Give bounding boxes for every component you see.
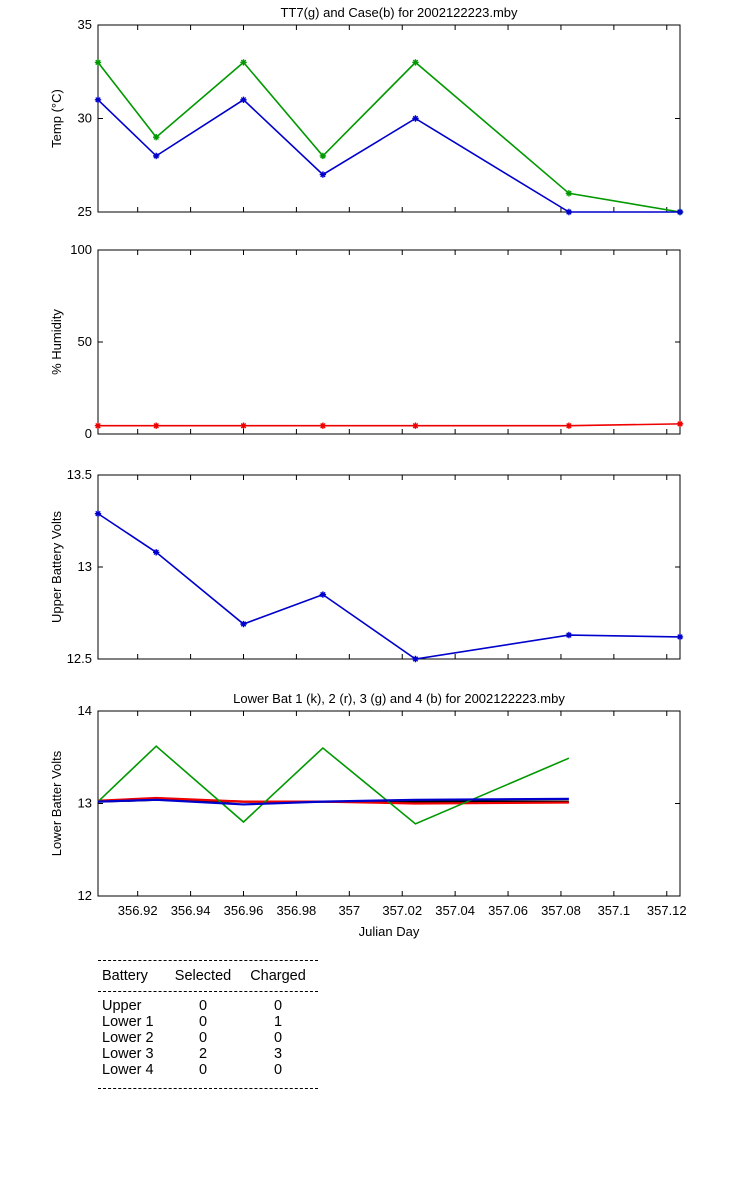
y-axis-label: % Humidity [49,309,64,375]
data-point [153,134,160,141]
y-tick-label: 14 [78,703,92,718]
x-tick-label: 356.92 [118,903,158,918]
x-tick-label: 357.08 [541,903,581,918]
selected-value: 0 [198,1062,208,1078]
table-divider [98,960,318,961]
data-point [94,59,102,66]
battery-status-table: Battery Selected Charged Upper 0 0 Lower… [98,960,318,1089]
plot-frame [97,249,681,435]
y-tick-label: 35 [78,17,92,32]
y-tick-label: 50 [78,334,92,349]
series-line [97,98,680,213]
data-point [153,422,160,429]
table-header-row: Battery Selected Charged [98,961,318,991]
data-point [565,208,573,216]
x-tick-label: 356.94 [171,903,211,918]
y-axis-label: Lower Batter Volts [49,750,64,856]
y-tick-label: 0 [85,426,92,441]
y-tick-label: 13 [78,559,92,574]
y-tick-label: 30 [78,111,92,126]
chart-title: TT7(g) and Case(b) for 2002122223.mby [280,5,518,20]
charts-canvas: 25 30 35 TT7(g) and Case(b) for 2002122223.… [49,5,687,939]
x-tick-label: 357.1 [598,903,631,918]
battery-name: Lower 1 [102,1014,154,1030]
x-tick-label: 356.98 [277,903,317,918]
header-selected: Selected [174,968,232,984]
y-tick-label: 100 [70,242,92,257]
charged-value: 1 [273,1014,283,1030]
series-line [97,512,681,660]
data-point [319,591,327,598]
data-point [240,422,247,429]
data-point [319,422,327,429]
data-point [94,510,102,517]
y-tick-label: 13 [78,796,92,811]
selected-value: 0 [198,1030,208,1046]
chart-title: Lower Bat 1 (k), 2 (r), 3 (g) and 4 (b) … [233,691,565,706]
series-line [97,797,569,806]
charged-value: 3 [273,1046,283,1062]
y-tick-label: 12 [78,888,92,903]
data-point [240,59,247,66]
x-tick-label: 357 [338,903,360,918]
charged-value: 0 [273,1062,283,1078]
battery-name: Lower 4 [102,1062,154,1078]
table-row: Lower 3 2 3 [98,1046,318,1062]
data-point [94,422,102,429]
data-point [676,420,684,428]
y-tick-label: 25 [78,204,92,219]
y-tick-label: 12.5 [67,651,92,666]
data-point [676,633,684,641]
header-charged: Charged [250,968,306,984]
series-line [97,796,569,805]
plot-frame [97,474,681,660]
data-point [565,422,573,429]
selected-value: 2 [198,1046,208,1062]
x-tick-label: 357.06 [488,903,528,918]
data-point [565,631,573,639]
battery-name: Lower 3 [102,1046,154,1062]
data-point [565,190,573,197]
data-point [412,655,419,663]
x-tick-label: 357.12 [647,903,687,918]
data-point [412,59,419,66]
data-point [240,96,247,103]
series-line [97,745,570,825]
battery-name: Lower 2 [102,1030,154,1046]
battery-name: Upper [102,998,142,1014]
x-tick-label: 356.96 [224,903,264,918]
table-row: Upper 0 0 [98,998,318,1014]
y-tick-label: 13.5 [67,467,92,482]
data-point [412,115,419,122]
table-divider [98,991,318,992]
table-divider [98,1088,318,1089]
y-axis-label: Temp (°C) [49,89,64,148]
data-point [94,96,102,103]
data-point [412,422,419,429]
data-point [319,171,327,178]
data-point [153,152,160,160]
series-line [98,423,681,427]
data-point [153,549,160,556]
plot-frame [97,24,681,213]
charged-value: 0 [273,998,283,1014]
x-tick-label: 357.04 [435,903,475,918]
x-axis-label: Julian Day [359,924,420,939]
table-row: Lower 4 0 0 [98,1062,318,1078]
data-point [676,208,684,216]
selected-value: 0 [198,1014,208,1030]
charged-value: 0 [273,1030,283,1046]
table-row: Lower 1 0 1 [98,1014,318,1030]
data-point [319,152,327,160]
data-point [240,620,247,628]
table-row: Lower 2 0 0 [98,1030,318,1046]
x-tick-label: 357.02 [382,903,422,918]
y-axis-label: Upper Battery Volts [49,511,64,623]
selected-value: 0 [198,998,208,1014]
header-battery: Battery [102,968,148,984]
